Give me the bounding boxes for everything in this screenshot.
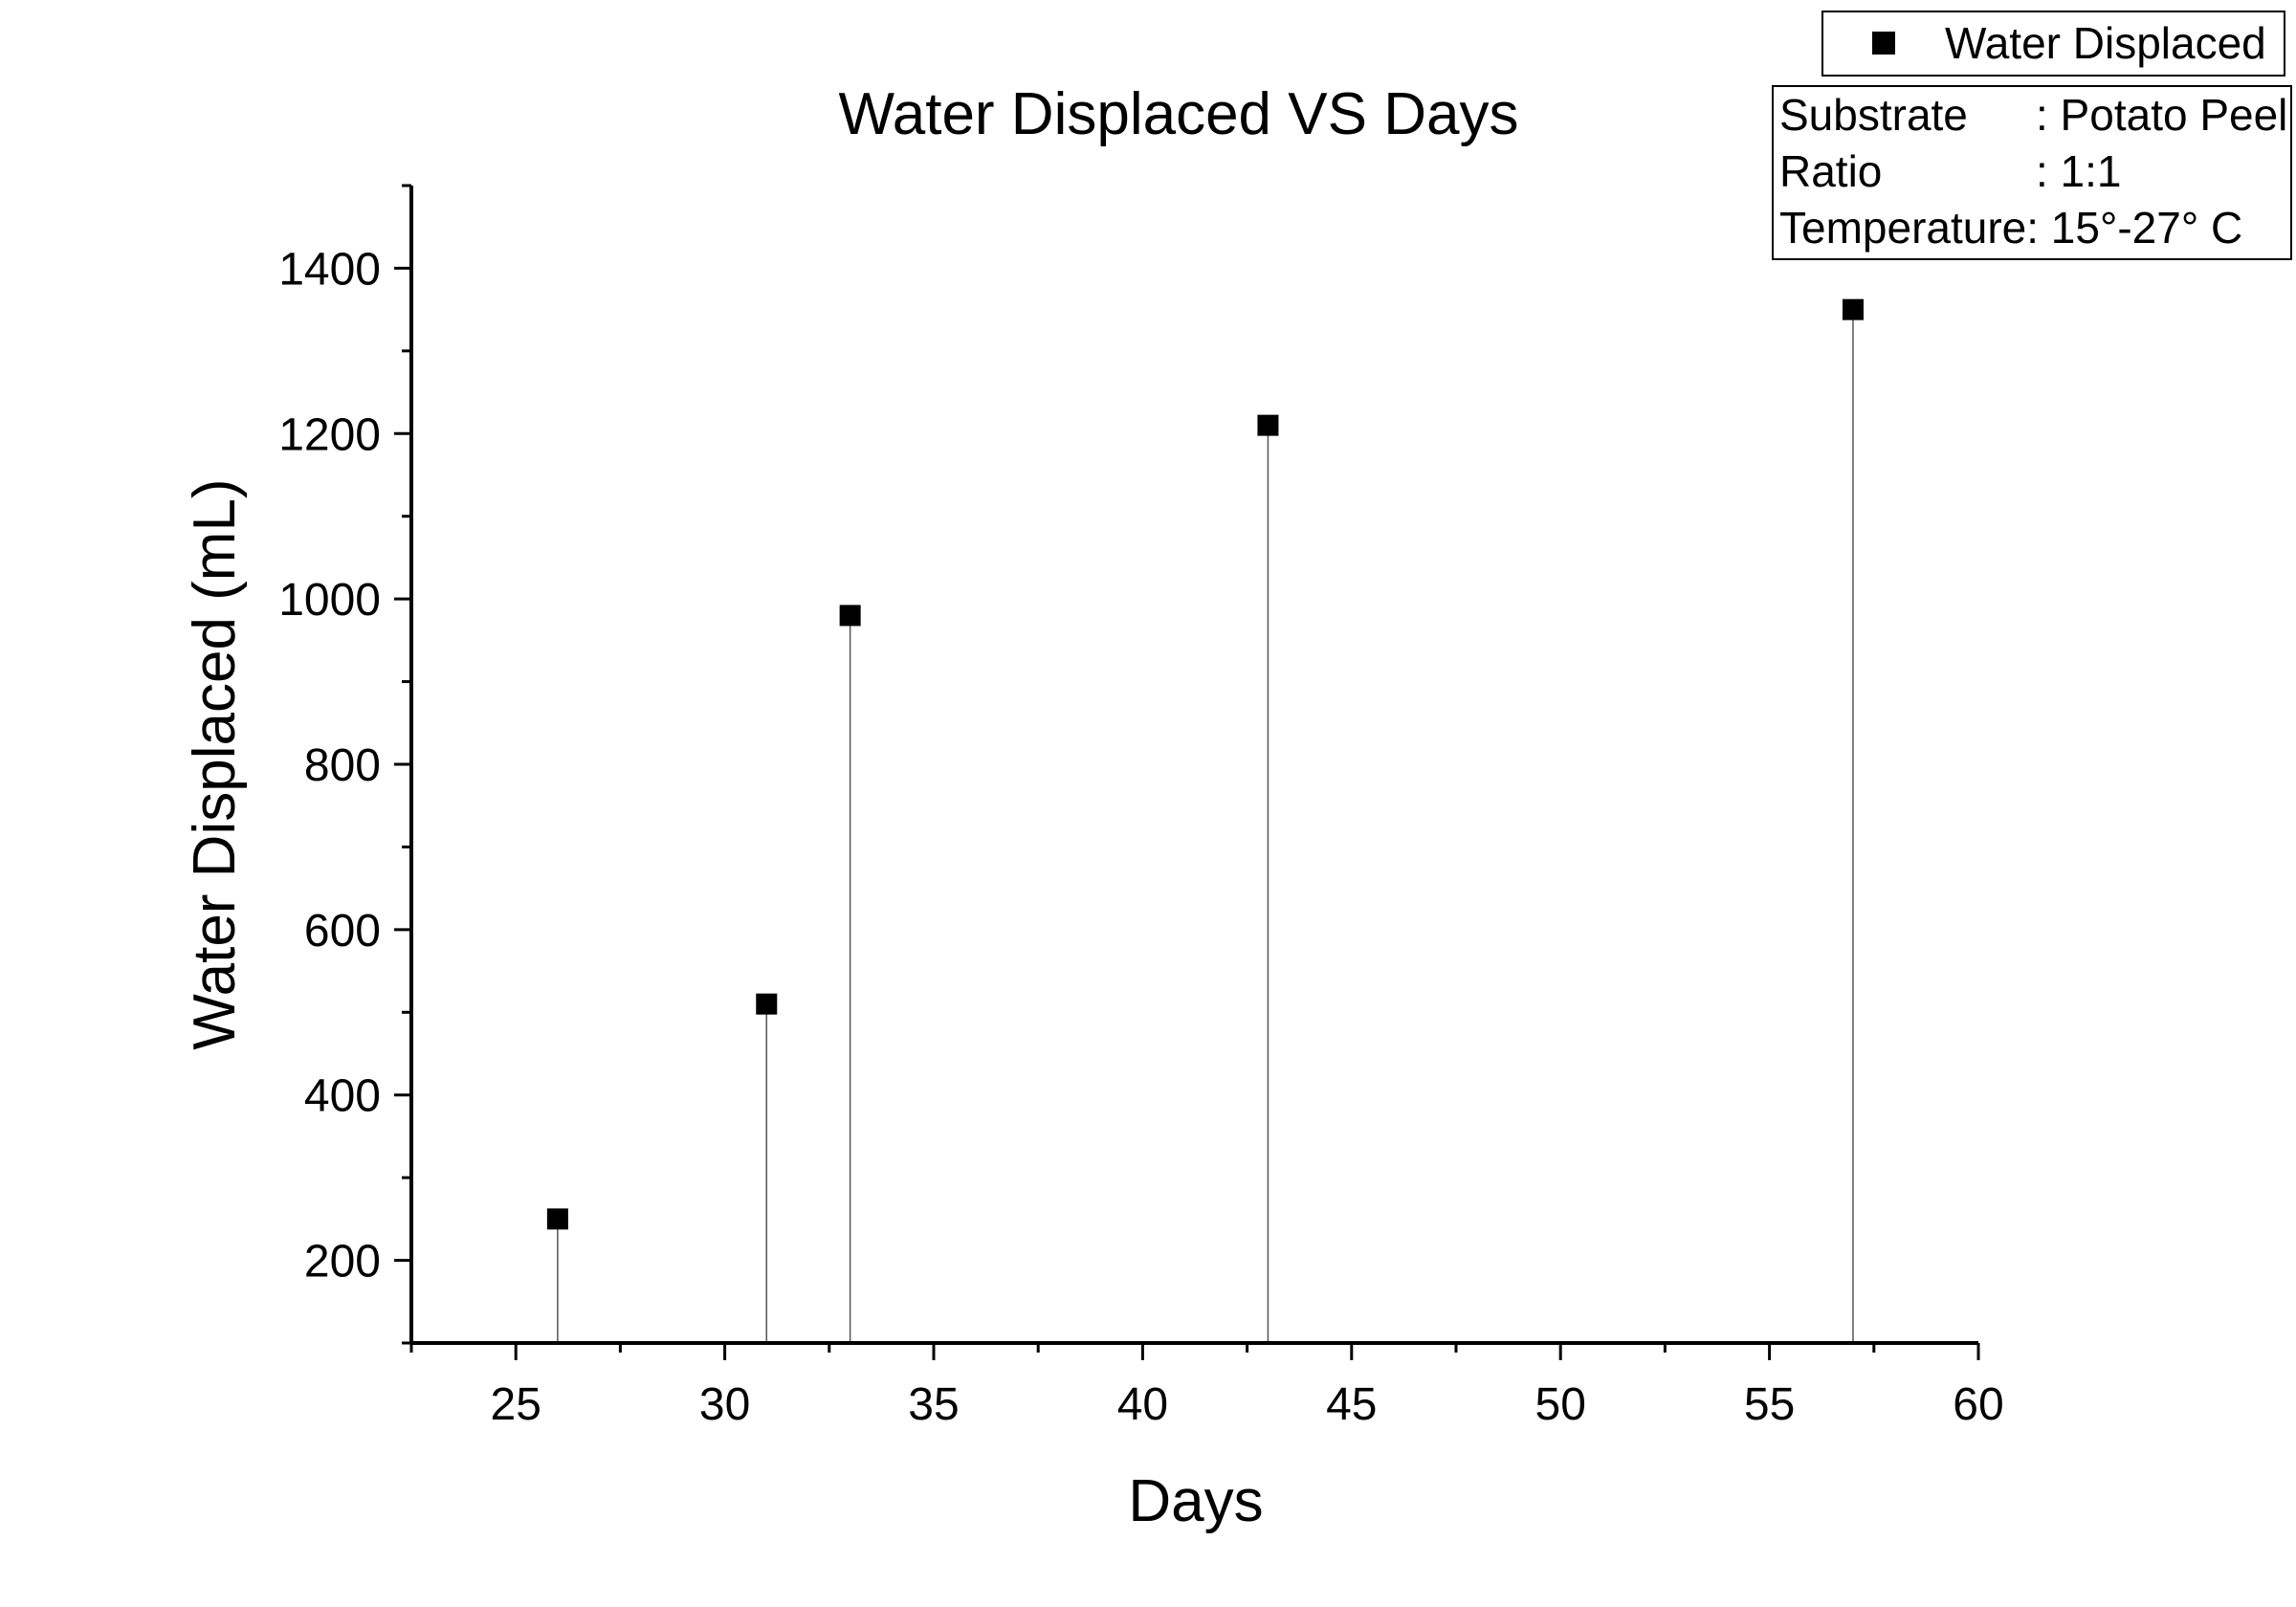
info-annotation: Substrate : Potato Peel Ratio : 1:1 Temp… [1772, 85, 2292, 260]
info-ratio-label: Ratio [1779, 146, 1882, 196]
y-tick-label: 1200 [278, 409, 381, 460]
y-axis-ticks: 200 400 600 800 1000 1200 1400 [278, 184, 411, 1345]
data-point [839, 605, 861, 627]
x-axis-label: Days [1128, 1468, 1263, 1534]
data-point [1257, 414, 1279, 436]
data-point [756, 993, 778, 1015]
x-axis-ticks: 25 30 35 40 45 50 55 60 [409, 1343, 2004, 1430]
y-axis-label: Water Displaced (mL) [182, 478, 248, 1049]
x-tick-label: 60 [1953, 1379, 2003, 1430]
y-tick-label: 1000 [278, 575, 381, 626]
info-ratio-value: : 1:1 [2036, 146, 2122, 196]
x-tick-label: 30 [699, 1379, 750, 1430]
x-tick-label: 55 [1744, 1379, 1795, 1430]
legend: Water Displaced [1821, 11, 2285, 77]
x-tick-label: 35 [908, 1379, 959, 1430]
info-substrate-value: : Potato Peel [2036, 90, 2287, 140]
y-tick-label: 800 [304, 740, 381, 791]
legend-marker-square [1872, 32, 1895, 55]
legend-entry-water-displaced: Water Displaced [1945, 18, 2266, 68]
plot-area [546, 298, 1864, 1343]
x-tick-label: 45 [1326, 1379, 1377, 1430]
legend-box [1821, 11, 2285, 77]
x-tick-label: 50 [1535, 1379, 1586, 1430]
y-tick-label: 1400 [278, 244, 381, 295]
y-tick-label: 600 [304, 906, 381, 957]
data-point [546, 1208, 568, 1230]
data-point [1842, 298, 1864, 320]
y-tick-label: 200 [304, 1237, 381, 1288]
info-temperature-label: Temperature [1779, 203, 2026, 253]
chart-title: Water Displaced VS Days [839, 81, 1519, 147]
info-box [1772, 85, 2292, 260]
info-temperature-row: Temperature: 15°-27° C [1779, 203, 2242, 253]
x-tick-label: 25 [491, 1379, 541, 1430]
x-tick-label: 40 [1117, 1379, 1168, 1430]
info-temperature-value: : 15°-27° C [2026, 203, 2242, 253]
info-substrate-label: Substrate [1779, 90, 1968, 140]
y-tick-label: 400 [304, 1071, 381, 1122]
